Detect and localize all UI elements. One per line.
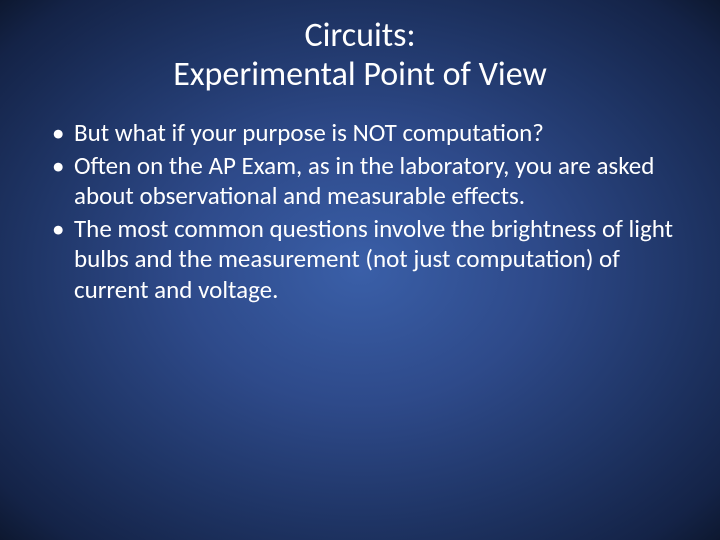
bullet-list: But what if your purpose is NOT computat… xyxy=(52,118,680,305)
title-line-1: Circuits: xyxy=(0,16,720,55)
list-item: But what if your purpose is NOT computat… xyxy=(52,118,680,149)
slide: Circuits: Experimental Point of View But… xyxy=(0,0,720,540)
title-line-2: Experimental Point of View xyxy=(0,55,720,94)
title-region: Circuits: Experimental Point of View xyxy=(0,0,720,94)
list-item: The most common questions involve the br… xyxy=(52,214,680,306)
body-region: But what if your purpose is NOT computat… xyxy=(0,94,720,305)
list-item: Often on the AP Exam, as in the laborato… xyxy=(52,151,680,212)
